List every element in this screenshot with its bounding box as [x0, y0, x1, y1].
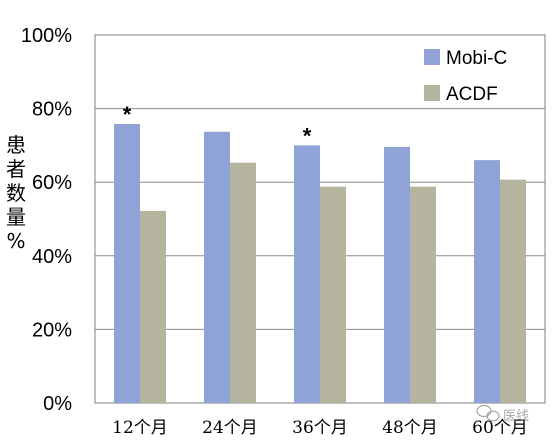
legend-swatch [424, 85, 440, 101]
y-tick-label: 40% [32, 246, 72, 268]
y-tick-label: 60% [32, 172, 72, 194]
x-tick-label: 60个月 [472, 418, 528, 438]
bar-mobi-c [294, 145, 320, 403]
y-axis-label-char: 数 [6, 181, 26, 205]
bar-acdf [140, 210, 166, 403]
bar-acdf [410, 186, 436, 403]
x-tick-label: 24个月 [202, 418, 258, 438]
y-tick-label: 80% [32, 99, 72, 121]
legend-label: Mobi-C [446, 48, 507, 69]
y-axis-label-char: 者 [6, 157, 26, 181]
legend-label: ACDF [446, 84, 498, 105]
y-tick-label: 20% [32, 319, 72, 341]
wechat-icon [476, 404, 500, 422]
y-axis-ticks: 0% 20% 40% 60% 80% 100% [21, 25, 72, 415]
bar-mobi-c [204, 131, 230, 403]
bar-mobi-c [114, 124, 140, 403]
y-tick-label: 100% [21, 25, 72, 47]
bar-mobi-c [474, 160, 500, 403]
bar-mobi-c [384, 146, 410, 403]
x-tick-label: 36个月 [292, 418, 348, 438]
bars [114, 124, 526, 403]
watermark-text: 医线 [503, 409, 529, 424]
legend: Mobi-C ACDF [424, 48, 507, 105]
y-tick-label: 0% [43, 393, 72, 415]
significance-marker: * [123, 102, 132, 127]
x-axis-ticks: 12个月 24个月 36个月 48个月 60个月 [112, 418, 528, 438]
annotations: ** [123, 102, 312, 148]
y-axis-label-char: % [6, 229, 25, 253]
y-axis-label-char: 量 [6, 205, 26, 229]
watermark: 医线 [476, 404, 529, 424]
bar-acdf [500, 179, 526, 403]
legend-swatch [424, 49, 440, 65]
bar-acdf [320, 186, 346, 403]
x-tick-label: 48个月 [382, 418, 438, 438]
y-axis-label-char: 患 [6, 133, 26, 157]
x-tick-label: 12个月 [112, 418, 168, 438]
significance-marker: * [303, 123, 312, 148]
bar-acdf [230, 162, 256, 403]
